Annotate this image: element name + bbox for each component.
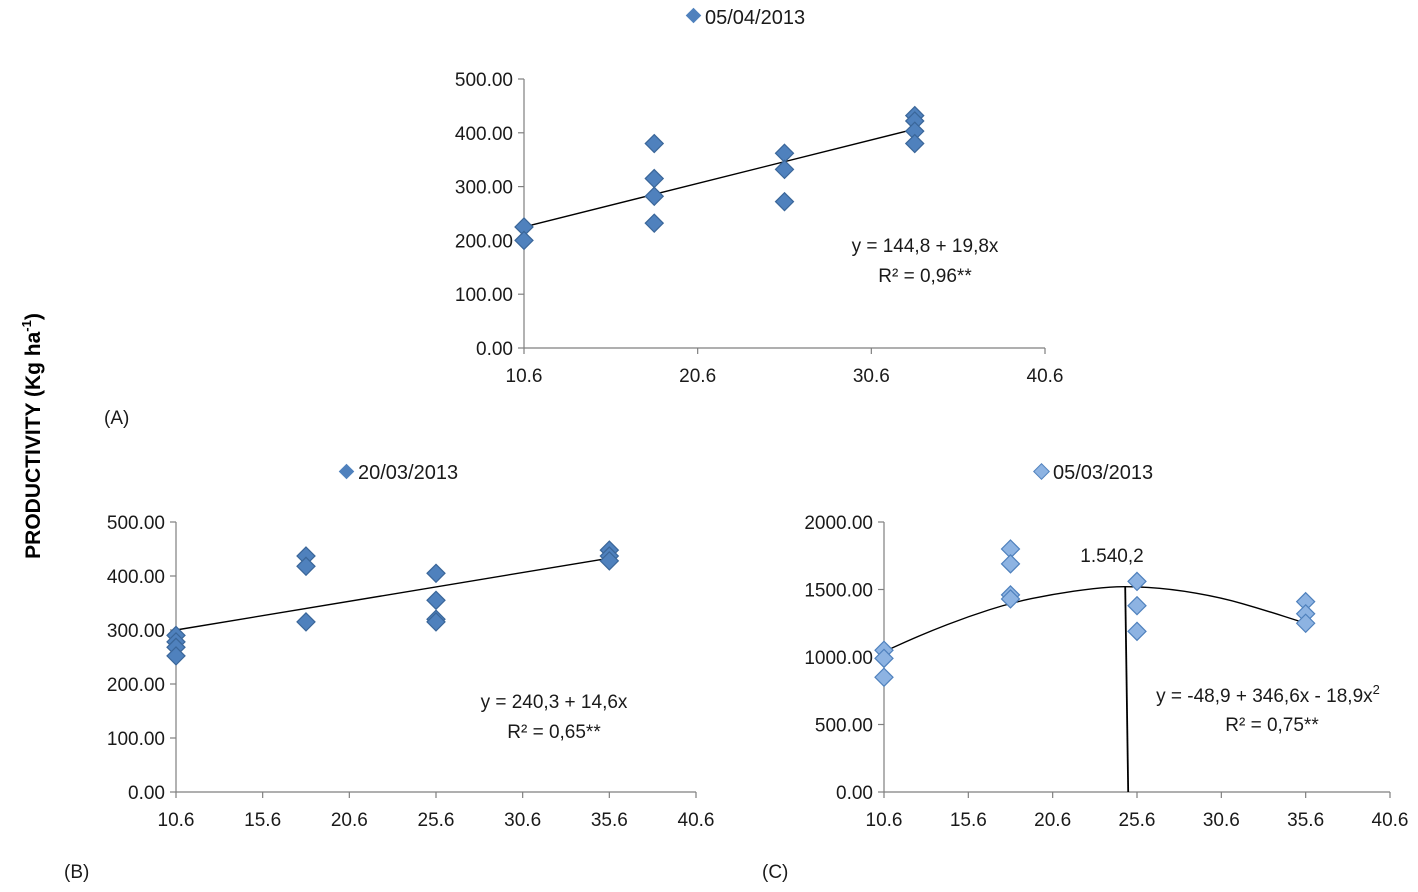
y-tick-label-b: 500.00 bbox=[107, 513, 165, 534]
data-point-a bbox=[644, 133, 665, 154]
y-tick-label-a: 0.00 bbox=[476, 339, 513, 360]
x-tick-label-a: 30.6 bbox=[853, 366, 890, 387]
x-tick-label-b: 10.6 bbox=[158, 810, 195, 831]
x-tick-label-b: 25.6 bbox=[418, 810, 455, 831]
legend-c-marker bbox=[1033, 463, 1050, 480]
data-point-b bbox=[426, 590, 446, 611]
data-point-a bbox=[644, 213, 665, 234]
plot-area-c: 0.00 500.00 1000.00 1500.00 2000.00 10.6 15.6 2… bbox=[804, 513, 1408, 831]
y-tick-label-a: 500.00 bbox=[455, 70, 513, 91]
data-point-a bbox=[644, 168, 665, 189]
data-point-b bbox=[599, 551, 620, 571]
chart-panel-a: 05/04/2013 0.00 100.00 200.00 300.00 400.00 5… bbox=[104, 7, 1063, 429]
chart-panel-c: 05/03/2013 0.00 500.00 1000.00 1500.00 2000.… bbox=[762, 462, 1408, 883]
equation-a: y = 144,8 + 19,8x bbox=[852, 236, 999, 257]
chart-panel-b: 20/03/2013 0.00 100.00 200.00 300.00 400.00 5… bbox=[64, 462, 714, 883]
panel-label-b: (B) bbox=[64, 862, 89, 883]
y-tick-label-a: 400.00 bbox=[455, 124, 513, 145]
x-tick-label-c: 15.6 bbox=[950, 810, 987, 831]
data-point-a bbox=[774, 191, 795, 212]
r2-c: R² = 0,75** bbox=[1225, 715, 1319, 736]
y-axis-label-main: PRODUCTIVITY (Kg ha bbox=[22, 331, 45, 558]
equation-c: y = -48,9 + 346,6x - 18,9x2 bbox=[1156, 682, 1380, 707]
y-tick-label-b: 400.00 bbox=[107, 567, 165, 588]
trend-curve-c bbox=[883, 586, 1306, 653]
x-tick-label-c: 20.6 bbox=[1034, 810, 1071, 831]
data-point-a bbox=[904, 133, 925, 154]
x-tick-label-c: 30.6 bbox=[1203, 810, 1240, 831]
x-tick-label-a: 20.6 bbox=[679, 366, 716, 387]
equation-b: y = 240,3 + 14,6x bbox=[481, 692, 628, 713]
y-tick-label-a: 200.00 bbox=[455, 231, 513, 252]
data-point-c bbox=[874, 667, 894, 688]
legend-b: 20/03/2013 bbox=[338, 462, 458, 484]
data-point-c bbox=[874, 648, 894, 669]
y-tick-label-a: 100.00 bbox=[455, 285, 513, 306]
x-tick-label-c: 40.6 bbox=[1372, 810, 1409, 831]
y-tick-label-b: 200.00 bbox=[107, 675, 165, 696]
y-tick-label-b: 0.00 bbox=[128, 783, 165, 804]
data-point-b bbox=[296, 556, 316, 577]
y-tick-label-b: 300.00 bbox=[107, 621, 165, 642]
data-point-b bbox=[426, 612, 446, 632]
panel-label-a: (A) bbox=[104, 408, 129, 429]
y-tick-label-a: 300.00 bbox=[455, 178, 513, 199]
data-point-a bbox=[774, 159, 795, 180]
data-point-a bbox=[514, 230, 534, 251]
y-tick-label-c: 0.00 bbox=[836, 783, 873, 804]
data-point-c bbox=[1000, 554, 1021, 574]
x-tick-label-c: 25.6 bbox=[1119, 810, 1156, 831]
legend-a-label: 05/04/2013 bbox=[705, 7, 805, 29]
y-tick-label-c: 1500.00 bbox=[804, 581, 873, 602]
plot-area-b: 0.00 100.00 200.00 300.00 400.00 500.00 10.6 15… bbox=[107, 513, 715, 831]
legend-c: 05/03/2013 bbox=[1033, 462, 1153, 484]
optimum-line-c bbox=[1124, 586, 1130, 793]
x-tick-label-a: 40.6 bbox=[1027, 366, 1064, 387]
data-point-c bbox=[1000, 589, 1021, 609]
x-tick-label-c: 35.6 bbox=[1287, 810, 1324, 831]
legend-c-label: 05/03/2013 bbox=[1053, 462, 1153, 484]
x-tick-label-a: 10.6 bbox=[506, 366, 543, 387]
data-point-c bbox=[1127, 595, 1147, 616]
plot-area-a: 0.00 100.00 200.00 300.00 400.00 500.00 10.6 20… bbox=[455, 70, 1064, 387]
data-point-a bbox=[644, 186, 665, 207]
trend-line-b bbox=[175, 557, 610, 631]
x-tick-label-c: 10.6 bbox=[866, 810, 903, 831]
legend-b-label: 20/03/2013 bbox=[358, 462, 458, 484]
data-point-c bbox=[1295, 613, 1316, 634]
x-tick-label-b: 35.6 bbox=[591, 810, 628, 831]
legend-b-marker bbox=[338, 463, 355, 480]
equation-c-main: y = -48,9 + 346,6x - 18,9x bbox=[1156, 686, 1373, 707]
y-tick-label-c: 2000.00 bbox=[804, 513, 873, 534]
data-point-c bbox=[1127, 571, 1147, 592]
data-point-b bbox=[426, 563, 446, 584]
legend-a: 05/04/2013 bbox=[685, 7, 805, 29]
y-axis-label-sup: -1 bbox=[19, 320, 34, 332]
panel-label-c: (C) bbox=[762, 862, 788, 883]
peak-label-c: 1.540,2 bbox=[1080, 546, 1143, 567]
equation-c-sup: 2 bbox=[1373, 682, 1380, 697]
data-point-b bbox=[166, 646, 186, 666]
data-point-c bbox=[1127, 621, 1147, 642]
y-tick-label-c: 1000.00 bbox=[804, 648, 873, 669]
r2-b: R² = 0,65** bbox=[507, 722, 601, 743]
x-tick-label-b: 40.6 bbox=[678, 810, 715, 831]
x-tick-label-b: 15.6 bbox=[244, 810, 281, 831]
y-tick-label-c: 500.00 bbox=[815, 716, 873, 737]
y-tick-label-b: 100.00 bbox=[107, 729, 165, 750]
trend-line-a bbox=[523, 128, 915, 228]
r2-a: R² = 0,96** bbox=[878, 266, 972, 287]
x-tick-label-b: 30.6 bbox=[504, 810, 541, 831]
y-axis-label: PRODUCTIVITY (Kg ha-1) bbox=[19, 313, 45, 559]
y-axis-label-end: ) bbox=[22, 313, 45, 320]
x-tick-label-b: 20.6 bbox=[331, 810, 368, 831]
data-point-b bbox=[296, 612, 316, 632]
legend-a-marker bbox=[685, 7, 702, 24]
